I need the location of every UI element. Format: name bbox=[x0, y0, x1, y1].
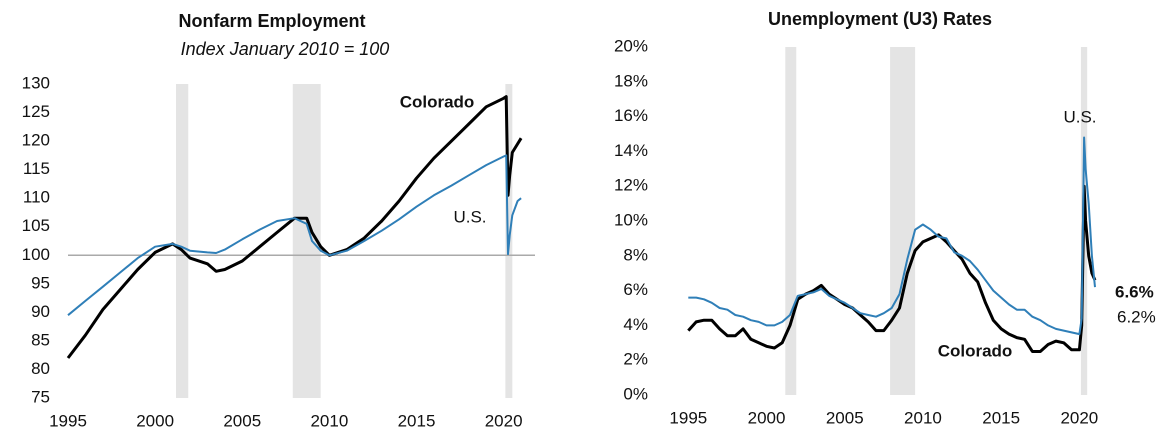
y-tick-label: 2% bbox=[623, 350, 648, 369]
series-label: Colorado bbox=[938, 341, 1013, 360]
x-tick-label: 2000 bbox=[748, 408, 786, 427]
x-tick-label: 2005 bbox=[223, 411, 261, 430]
x-tick-label: 2000 bbox=[136, 411, 174, 430]
x-tick-label: 1995 bbox=[669, 408, 707, 427]
series-label: U.S. bbox=[1063, 107, 1096, 126]
y-tick-label: 125 bbox=[22, 102, 50, 121]
recession-band bbox=[785, 47, 797, 395]
y-tick-label: 110 bbox=[23, 188, 50, 207]
chart-title: Nonfarm Employment bbox=[178, 11, 365, 31]
y-tick-label: 85 bbox=[31, 330, 50, 349]
y-tick-label: 6% bbox=[623, 280, 648, 299]
x-tick-label: 2015 bbox=[982, 408, 1020, 427]
y-tick-label: 12% bbox=[614, 176, 648, 195]
series-label: U.S. bbox=[453, 207, 486, 226]
series-label: Colorado bbox=[400, 92, 475, 111]
y-tick-label: 115 bbox=[23, 159, 50, 178]
y-tick-label: 105 bbox=[22, 216, 50, 235]
y-tick-label: 10% bbox=[614, 210, 648, 229]
recession-band bbox=[176, 84, 189, 398]
chart-subtitle: Index January 2010 = 100 bbox=[181, 39, 390, 59]
y-tick-label: 100 bbox=[22, 245, 50, 264]
x-tick-label: 2020 bbox=[1060, 408, 1098, 427]
x-tick-label: 2020 bbox=[485, 411, 523, 430]
x-tick-label: 2005 bbox=[826, 408, 864, 427]
y-tick-label: 120 bbox=[22, 131, 50, 150]
chart-title: Unemployment (U3) Rates bbox=[768, 9, 992, 29]
y-tick-label: 80 bbox=[31, 359, 50, 378]
y-tick-label: 4% bbox=[623, 315, 648, 334]
recession-band bbox=[890, 47, 916, 395]
y-tick-label: 95 bbox=[31, 273, 50, 292]
x-tick-label: 2015 bbox=[398, 411, 436, 430]
y-tick-label: 14% bbox=[614, 141, 648, 160]
y-tick-label: 130 bbox=[22, 73, 50, 92]
series-line bbox=[687, 184, 1097, 353]
series-line bbox=[67, 154, 522, 316]
end-value-label: 6.6% bbox=[1115, 282, 1154, 301]
y-tick-label: 16% bbox=[614, 106, 648, 125]
x-tick-label: 1995 bbox=[49, 411, 87, 430]
y-tick-label: 20% bbox=[614, 36, 648, 55]
x-tick-label: 2010 bbox=[310, 411, 348, 430]
y-tick-label: 8% bbox=[623, 245, 648, 264]
end-value-label: 6.2% bbox=[1117, 307, 1156, 326]
y-tick-label: 75 bbox=[31, 387, 50, 406]
y-tick-label: 90 bbox=[31, 302, 50, 321]
y-tick-label: 0% bbox=[623, 384, 648, 403]
x-tick-label: 2010 bbox=[904, 408, 942, 427]
series-line bbox=[688, 136, 1096, 336]
y-tick-label: 18% bbox=[614, 71, 648, 90]
